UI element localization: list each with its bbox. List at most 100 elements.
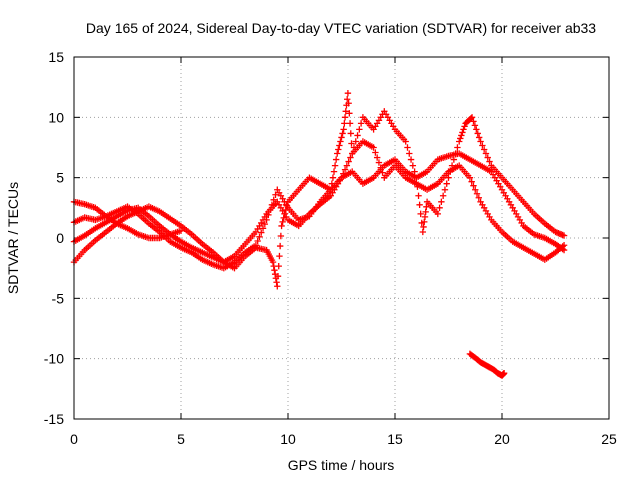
track-c-point — [341, 166, 349, 173]
track-c-point — [343, 162, 351, 169]
track-c-point — [377, 164, 384, 171]
track-d-point — [336, 142, 343, 149]
track-b-point — [270, 196, 277, 203]
track-c-point — [372, 149, 379, 156]
x-tick-label: 0 — [70, 431, 78, 447]
track-c-point — [373, 154, 381, 161]
track-d-point — [441, 186, 449, 193]
track-b-point — [259, 225, 267, 232]
track-c-point — [370, 144, 377, 151]
track-d-point — [471, 122, 479, 129]
track-d-point — [448, 162, 456, 169]
track-d-point — [278, 222, 285, 230]
track-d-point — [341, 114, 349, 121]
track-d-point — [456, 138, 463, 145]
track-c-point — [375, 159, 383, 166]
track-d-point — [348, 140, 355, 147]
track-c-point — [466, 174, 474, 181]
track-d-point — [349, 150, 356, 157]
track-d-point — [415, 192, 422, 199]
y-tick-label: 0 — [56, 230, 64, 246]
track-d-point — [457, 135, 464, 142]
track-d-point — [473, 126, 480, 133]
track-b-point — [272, 191, 279, 198]
track-d-point — [330, 168, 338, 175]
track-d-point — [438, 198, 445, 205]
track-c-point — [560, 242, 568, 249]
track-d-point — [340, 126, 347, 133]
track-d-point — [421, 218, 428, 226]
track-d-point — [344, 90, 352, 97]
x-tick-label: 10 — [280, 431, 296, 447]
track-d-point — [459, 129, 466, 136]
track-d-point — [443, 180, 450, 187]
track-d-point — [332, 156, 340, 163]
track-d-point — [409, 162, 417, 169]
x-tick-label: 25 — [601, 431, 617, 447]
track-d-point — [413, 174, 420, 181]
track-d-point — [560, 232, 568, 239]
track-d-point — [347, 130, 354, 137]
chart-title: Day 165 of 2024, Sidereal Day-to-day VTE… — [86, 20, 596, 36]
track-d-point — [404, 144, 411, 151]
y-tick-label: -15 — [44, 411, 64, 427]
track-d-point — [461, 123, 468, 130]
track-c-point — [475, 194, 483, 201]
axis-ticks: 0 5 10 15 20 25 -15 -10 -5 0 5 10 15 — [44, 49, 617, 447]
track-d-point — [486, 158, 493, 165]
track-d-point — [327, 186, 334, 193]
track-d-point — [420, 223, 427, 231]
track-b-point — [261, 220, 269, 228]
track-d-point — [346, 120, 354, 127]
track-d-point — [346, 110, 353, 117]
track-d-point — [276, 242, 284, 250]
track-c-point — [468, 178, 475, 185]
track-d-point — [480, 146, 488, 153]
track-d-point — [339, 130, 346, 137]
y-tick-label: -10 — [44, 351, 64, 367]
track-c-point — [472, 186, 479, 193]
track-d-point — [450, 156, 458, 163]
track-b-point — [258, 229, 265, 236]
track-d-point — [273, 279, 280, 286]
track-c-point — [473, 190, 481, 197]
x-tick-label: 15 — [387, 431, 403, 447]
y-axis-label: SDTVAR / TECUs — [5, 182, 21, 294]
track-c-point — [347, 154, 354, 161]
gridlines — [74, 57, 609, 419]
track-d-point — [281, 210, 288, 218]
track-d-point — [468, 114, 476, 121]
track-e-point — [500, 369, 508, 377]
track-d-point — [434, 210, 441, 218]
track-b-point — [256, 233, 263, 240]
track-d-point — [357, 120, 365, 127]
track-d-point — [344, 96, 351, 103]
track-d-point — [414, 183, 421, 190]
track-d-point — [275, 262, 282, 270]
track-d-point — [345, 100, 352, 107]
track-d-point — [411, 168, 418, 175]
track-d-point — [477, 138, 484, 145]
track-d-point — [416, 201, 423, 209]
track-d-point — [436, 204, 443, 212]
track-d-point — [335, 146, 342, 153]
track-c-point — [340, 170, 347, 177]
track-d-point — [460, 126, 467, 133]
track-c-point — [470, 182, 477, 189]
track-b-point — [254, 237, 261, 245]
track-d-point — [269, 258, 277, 266]
track-d-point — [406, 150, 413, 157]
track-d-point — [276, 252, 283, 260]
x-tick-label: 20 — [494, 431, 510, 447]
track-d-point — [328, 180, 336, 187]
track-d-point — [479, 142, 486, 149]
track-d-point — [407, 156, 415, 163]
track-d-point — [439, 192, 447, 199]
track-d-point — [277, 232, 285, 240]
track-d-point — [282, 206, 290, 214]
track-d-point — [454, 144, 461, 151]
x-tick-label: 5 — [177, 431, 185, 447]
track-d-point — [283, 202, 291, 210]
track-d-point — [338, 134, 345, 141]
